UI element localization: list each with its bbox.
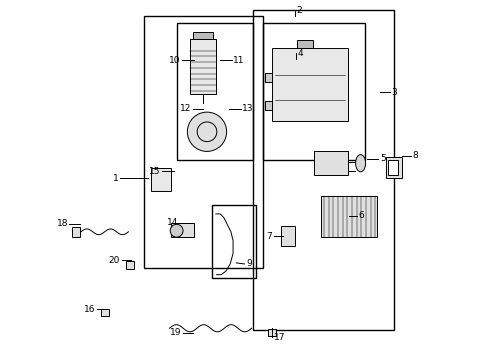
Bar xyxy=(211,205,256,278)
Text: 11: 11 xyxy=(233,56,244,65)
Bar xyxy=(72,227,80,237)
Bar xyxy=(176,23,253,160)
Bar xyxy=(296,40,312,48)
Bar xyxy=(193,32,213,39)
Text: 18: 18 xyxy=(57,219,68,228)
Ellipse shape xyxy=(355,155,365,172)
Text: 1: 1 xyxy=(113,174,119,183)
Text: 13: 13 xyxy=(242,104,253,113)
Text: 9: 9 xyxy=(245,260,251,269)
Bar xyxy=(385,157,401,178)
Bar xyxy=(313,152,347,175)
Bar xyxy=(253,10,393,330)
Text: 15: 15 xyxy=(149,167,161,176)
Text: 4: 4 xyxy=(297,49,303,58)
Text: 3: 3 xyxy=(391,88,397,97)
Text: 12: 12 xyxy=(180,104,191,113)
Bar xyxy=(281,226,294,246)
Text: 6: 6 xyxy=(358,211,364,220)
Bar xyxy=(267,329,275,337)
Text: 16: 16 xyxy=(83,305,95,314)
Text: 7: 7 xyxy=(266,232,272,241)
Text: 8: 8 xyxy=(411,151,417,160)
Bar xyxy=(125,261,134,269)
Bar xyxy=(387,159,398,175)
Bar xyxy=(170,223,193,237)
Text: 10: 10 xyxy=(169,56,181,65)
Bar xyxy=(271,48,348,121)
Text: 17: 17 xyxy=(273,333,285,342)
Text: 2: 2 xyxy=(295,6,301,15)
Text: 20: 20 xyxy=(109,256,120,265)
Bar xyxy=(321,196,376,237)
Bar xyxy=(143,16,263,267)
Bar xyxy=(150,168,171,192)
Bar xyxy=(264,102,271,111)
Text: 5: 5 xyxy=(379,154,385,163)
Bar xyxy=(264,73,271,82)
Circle shape xyxy=(170,224,183,237)
Bar xyxy=(101,309,108,316)
Bar xyxy=(190,39,216,94)
Circle shape xyxy=(187,112,226,152)
Bar xyxy=(263,23,364,160)
Text: 19: 19 xyxy=(170,328,181,337)
Text: 14: 14 xyxy=(167,219,179,228)
